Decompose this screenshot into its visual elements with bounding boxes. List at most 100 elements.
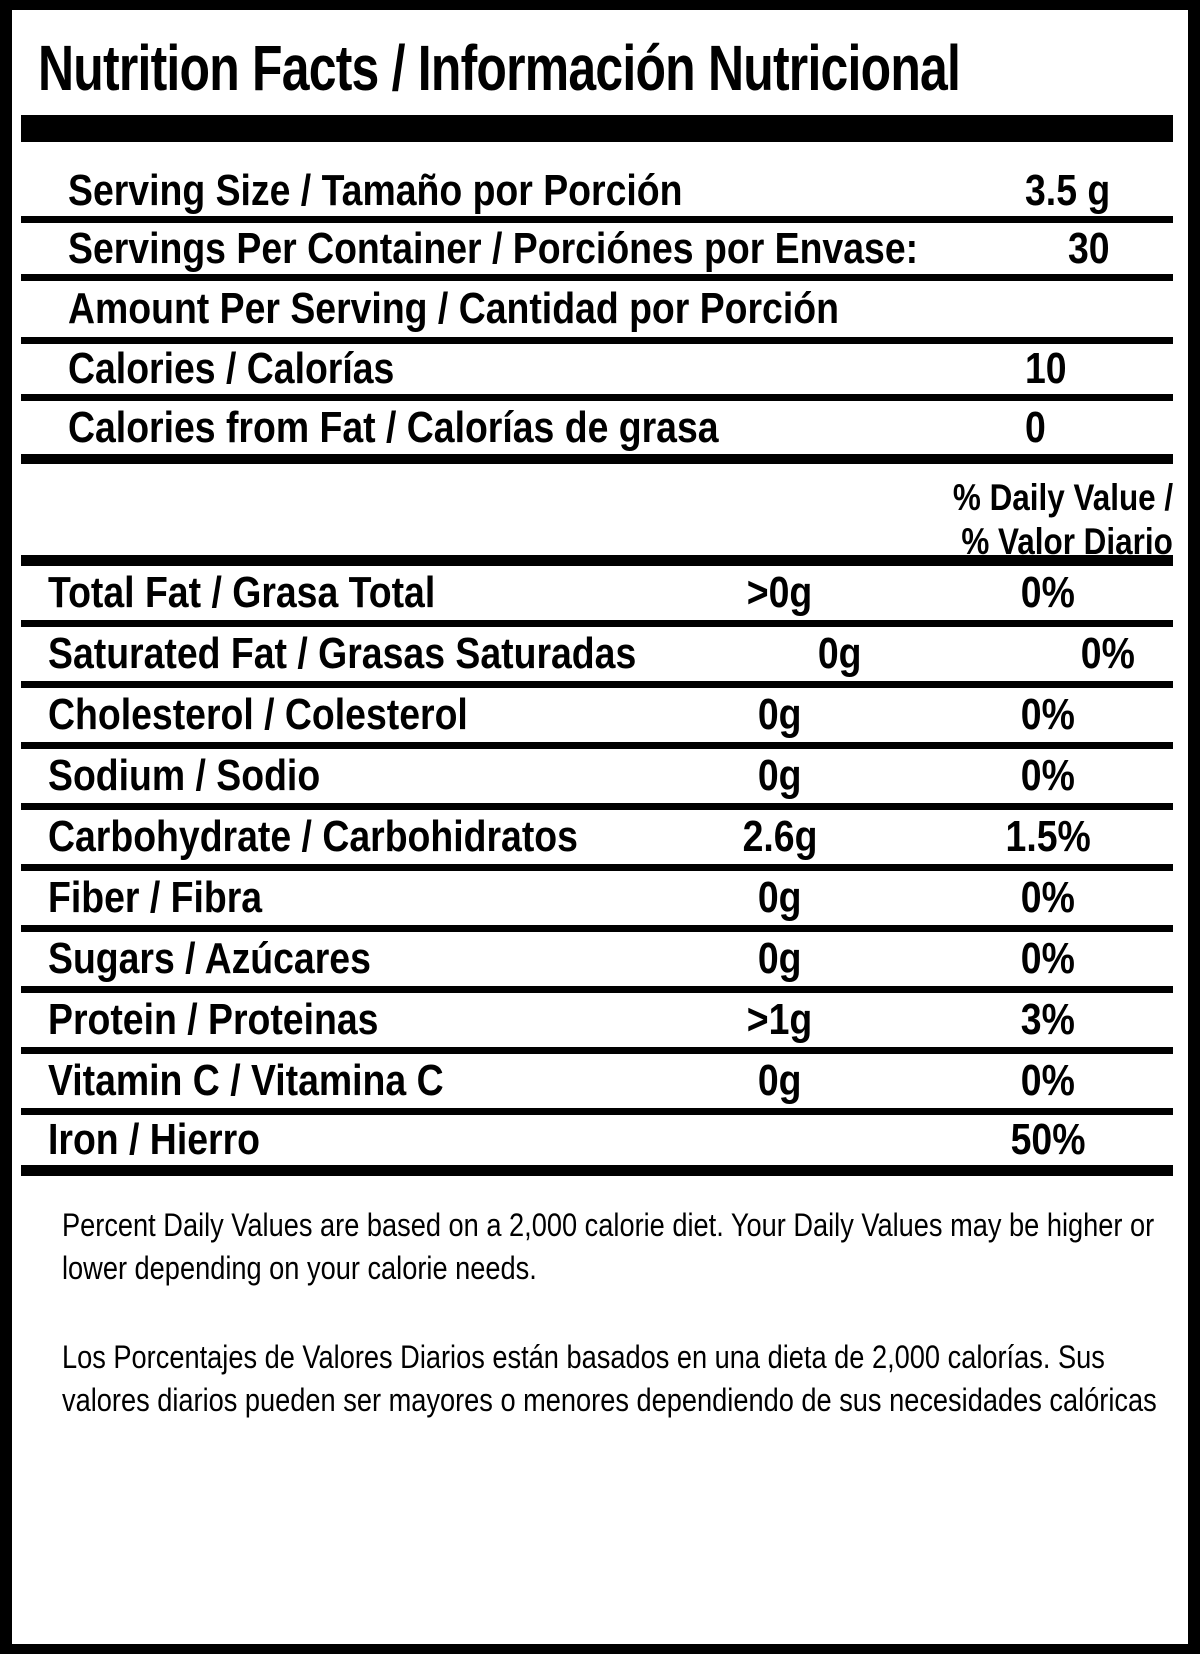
footnote-spanish: Los Porcentajes de Valores Diarios están… (62, 1339, 1157, 1418)
nutrient-label: Protein / Proteinas (48, 995, 379, 1044)
amount-per-serving-label-cell: Amount Per Serving / Cantidad por Porció… (21, 284, 1025, 334)
nutrient-amount-cell: 0g (680, 934, 880, 984)
calories-from-fat-label: Calories from Fat / Calorías de grasa (68, 402, 719, 452)
serving-size-value: 3.5 g (1025, 165, 1111, 215)
nutrient-percent: 0% (1020, 690, 1076, 739)
nutrient-label-cell: Saturated Fat / Grasas Saturadas (21, 629, 740, 679)
nutrient-row-protein: Protein / Proteinas >1g 3% (21, 993, 1173, 1054)
nutrient-label: Total Fat / Grasa Total (48, 568, 436, 617)
nutrient-percent-cell: 50% (948, 1115, 1148, 1165)
nutrient-label: Vitamin C / Vitamina C (48, 1056, 444, 1105)
calories-value-cell: 10 (1025, 344, 1173, 394)
nutrient-label-cell: Iron / Hierro (21, 1115, 680, 1165)
servings-per-container-value-cell: 30 (1068, 223, 1188, 274)
nutrient-amount: 0g (758, 873, 802, 922)
nutrient-label-cell: Fiber / Fibra (21, 873, 680, 923)
nutrient-amount-cell: 0g (740, 629, 940, 679)
nutrient-label-cell: Carbohydrate / Carbohidratos (21, 812, 680, 862)
nutrient-label-cell: Sodium / Sodio (21, 751, 680, 801)
title-divider-bar (21, 115, 1173, 142)
amount-per-serving-row: Amount Per Serving / Cantidad por Porció… (21, 281, 1173, 344)
nutrient-label-cell: Cholesterol / Colesterol (21, 690, 680, 740)
serving-size-row: Serving Size / Tamaño por Porción 3.5 g (21, 142, 1173, 223)
nutrient-percent-cell: 0% (948, 751, 1148, 801)
nutrient-label: Iron / Hierro (48, 1115, 260, 1164)
nutrient-amount-cell: 0g (680, 690, 880, 740)
nutrient-percent: 3% (1020, 995, 1076, 1044)
nutrient-amount: 0g (758, 1056, 802, 1105)
nutrient-percent-cell: 0% (948, 690, 1148, 740)
label-title-text: Nutrition Facts / Información Nutriciona… (38, 32, 961, 104)
nutrient-row-carbohydrate: Carbohydrate / Carbohidratos 2.6g 1.5% (21, 810, 1173, 871)
nutrient-percent: 0% (1081, 629, 1136, 678)
nutrient-label: Sugars / Azúcares (48, 934, 371, 983)
nutrient-label: Carbohydrate / Carbohidratos (48, 812, 578, 861)
nutrient-amount: 2.6g (742, 812, 818, 861)
calories-from-fat-value-cell: 0 (1025, 403, 1173, 453)
nutrient-percent: 0% (1020, 934, 1076, 983)
calories-from-fat-row: Calories from Fat / Calorías de grasa 0 (21, 401, 1173, 464)
daily-value-heading-line2: % Valor Diario (961, 521, 1173, 562)
nutrient-label-cell: Sugars / Azúcares (21, 934, 680, 984)
serving-size-label-cell: Serving Size / Tamaño por Porción (21, 166, 1025, 216)
calories-label-cell: Calories / Calorías (21, 344, 1025, 394)
nutrient-percent: 0% (1020, 568, 1076, 617)
nutrient-percent: 0% (1020, 873, 1076, 922)
nutrient-percent-cell: 0% (948, 568, 1148, 618)
nutrient-amount-cell: 0g (680, 751, 880, 801)
nutrient-percent-cell: 0% (948, 873, 1148, 923)
nutrient-amount: >1g (747, 995, 813, 1044)
nutrient-row-saturated-fat: Saturated Fat / Grasas Saturadas 0g 0% (21, 627, 1173, 688)
nutrient-amount-cell: 0g (680, 1056, 880, 1106)
nutrient-percent-cell: 0% (948, 934, 1148, 984)
nutrient-amount: 0g (758, 934, 802, 983)
nutrient-amount: 0g (758, 690, 802, 739)
daily-value-heading-line1: % Daily Value / (952, 477, 1173, 518)
amount-per-serving-label: Amount Per Serving / Cantidad por Porció… (68, 284, 839, 333)
nutrient-label: Cholesterol / Colesterol (48, 690, 468, 739)
nutrient-amount-cell: >0g (680, 568, 880, 618)
nutrient-percent-cell: 1.5% (948, 812, 1148, 862)
servings-per-container-label: Servings Per Container / Porciónes por E… (68, 223, 919, 273)
nutrient-label: Fiber / Fibra (48, 873, 263, 922)
calories-label: Calories / Calorías (68, 344, 395, 393)
nutrient-amount: >0g (747, 568, 813, 617)
nutrient-percent: 1.5% (1005, 812, 1091, 861)
serving-size-label: Serving Size / Tamaño por Porción (68, 165, 683, 215)
calories-from-fat-label-cell: Calories from Fat / Calorías de grasa (21, 403, 1025, 453)
nutrient-amount-cell: 2.6g (680, 812, 880, 862)
nutrient-percent-cell: 0% (1008, 629, 1188, 679)
nutrient-percent: 50% (1010, 1115, 1086, 1164)
nutrient-label-cell: Protein / Proteinas (21, 995, 680, 1045)
nutrient-percent-cell: 3% (948, 995, 1148, 1045)
servings-per-container-value: 30 (1068, 223, 1110, 273)
calories-value: 10 (1025, 344, 1067, 393)
nutrient-row-sodium: Sodium / Sodio 0g 0% (21, 749, 1173, 810)
nutrient-row-vitamin-c: Vitamin C / Vitamina C 0g 0% (21, 1054, 1173, 1115)
nutrient-amount-cell: >1g (680, 995, 880, 1045)
label-title: Nutrition Facts / Información Nutriciona… (38, 32, 1188, 104)
calories-row: Calories / Calorías 10 (21, 344, 1173, 401)
nutrient-percent: 0% (1020, 1056, 1076, 1105)
nutrient-label: Sodium / Sodio (48, 751, 321, 800)
nutrient-label-cell: Total Fat / Grasa Total (21, 568, 680, 618)
nutrient-percent-cell: 0% (948, 1056, 1148, 1106)
servings-per-container-label-cell: Servings Per Container / Porciónes por E… (21, 224, 1068, 274)
nutrient-row-cholesterol: Cholesterol / Colesterol 0g 0% (21, 688, 1173, 749)
daily-value-heading: % Daily Value / % Valor Diario (21, 464, 1173, 566)
nutrient-percent: 0% (1020, 751, 1076, 800)
nutrient-row-iron: Iron / Hierro 50% (21, 1115, 1173, 1176)
nutrient-amount: 0g (818, 629, 862, 678)
nutrient-row-fiber: Fiber / Fibra 0g 0% (21, 871, 1173, 932)
nutrient-label: Saturated Fat / Grasas Saturadas (48, 629, 637, 678)
footnotes-section: Percent Daily Values are based on a 2,00… (62, 1204, 1173, 1422)
serving-size-value-cell: 3.5 g (1025, 166, 1173, 216)
amount-per-serving-value-cell (1025, 284, 1173, 334)
nutrient-amount: 0g (758, 751, 802, 800)
calories-from-fat-value: 0 (1025, 402, 1046, 452)
label-body: Serving Size / Tamaño por Porción 3.5 g … (21, 142, 1173, 1422)
nutrient-row-total-fat: Total Fat / Grasa Total >0g 0% (21, 566, 1173, 627)
nutrient-amount-cell (680, 1115, 880, 1165)
servings-per-container-row: Servings Per Container / Porciónes por E… (21, 223, 1173, 281)
